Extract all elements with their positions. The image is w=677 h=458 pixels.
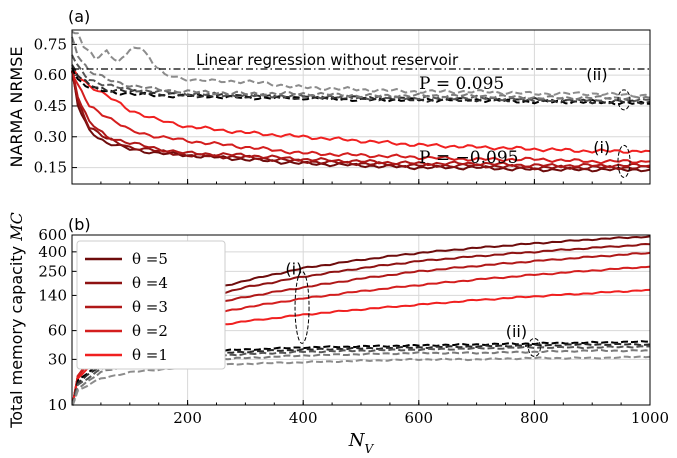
- x-tick-label: 200: [173, 409, 202, 427]
- annotation-ii: (ii): [506, 322, 527, 341]
- legend-label: θ =2: [132, 322, 168, 340]
- panel-a: 0.15 0.30 0.45 0.60 0.75 Linear regression w…: [7, 7, 651, 185]
- baseline-label: Linear regression without reservoir: [196, 51, 459, 69]
- series-line-dashed: [71, 30, 651, 99]
- y-tick-label: 140: [38, 286, 67, 304]
- y-tick-label: 400: [38, 243, 67, 261]
- legend-box: [76, 240, 226, 370]
- annotation-ii: (ii): [586, 65, 607, 84]
- ellipse-ii: [617, 89, 631, 111]
- series-line-dashed: [71, 36, 651, 101]
- annotation-i: (i): [593, 138, 610, 157]
- ellipse-i: [294, 270, 310, 344]
- panel-label-b: (b): [68, 215, 91, 234]
- y-tick-label: 10: [48, 396, 67, 414]
- legend-label: θ =4: [132, 274, 168, 292]
- y-tick-label: 0.30: [34, 128, 67, 146]
- y-axis-label-a: NARMA NRMSE: [7, 46, 26, 167]
- x-axis-subscript: V: [365, 442, 375, 456]
- y-tick-label: 600: [38, 226, 67, 244]
- panel-label-a: (a): [68, 7, 90, 26]
- annotation-p-negative: P = −0.095: [419, 148, 518, 168]
- frame-b: [71, 234, 651, 406]
- x-tick-label: 400: [289, 409, 318, 427]
- y-axis-symbol: MC: [7, 212, 26, 242]
- legend-label: θ =1: [132, 346, 168, 364]
- y-tick-label: 0.15: [34, 159, 67, 177]
- legend-label: θ =3: [132, 298, 168, 316]
- series-line-solid: [71, 68, 651, 154]
- series-line-solid: [71, 71, 651, 165]
- ellipse-ii: [527, 337, 541, 357]
- series-line-dashed: [71, 345, 651, 406]
- y-tick-label: 0.60: [34, 66, 67, 84]
- series-line-solid: [71, 70, 651, 173]
- annotation-i: (i): [285, 259, 302, 278]
- x-tick-label: 1000: [631, 409, 669, 427]
- x-tick-label: 600: [404, 409, 433, 427]
- series-a: [71, 30, 651, 173]
- y-axis-label-b: Total memory capacity MC: [7, 212, 26, 429]
- annotation-p-positive: P = 0.095: [419, 74, 504, 94]
- annotations-a: Linear regression without reservoir P = 0…: [72, 51, 650, 178]
- y-tick-label: 60: [48, 322, 67, 340]
- y-tick-label: 0.75: [34, 35, 67, 53]
- frame-a: [71, 29, 651, 185]
- y-tick-label: 0.45: [34, 97, 67, 115]
- legend-label: θ =5: [132, 250, 168, 268]
- ticks-a: 0.15 0.30 0.45 0.60 0.75: [34, 35, 651, 184]
- x-tick-label: 800: [520, 409, 549, 427]
- y-tick-label: 250: [38, 262, 67, 280]
- legend: θ =5 θ =4 θ =3 θ =2 θ =1: [76, 240, 226, 370]
- y-tick-label: 30: [48, 350, 67, 368]
- annotations-b: (i) (ii): [285, 259, 541, 357]
- x-axis-label: NV: [348, 430, 375, 456]
- series-line-solid: [71, 71, 651, 169]
- ellipse-i: [617, 144, 631, 178]
